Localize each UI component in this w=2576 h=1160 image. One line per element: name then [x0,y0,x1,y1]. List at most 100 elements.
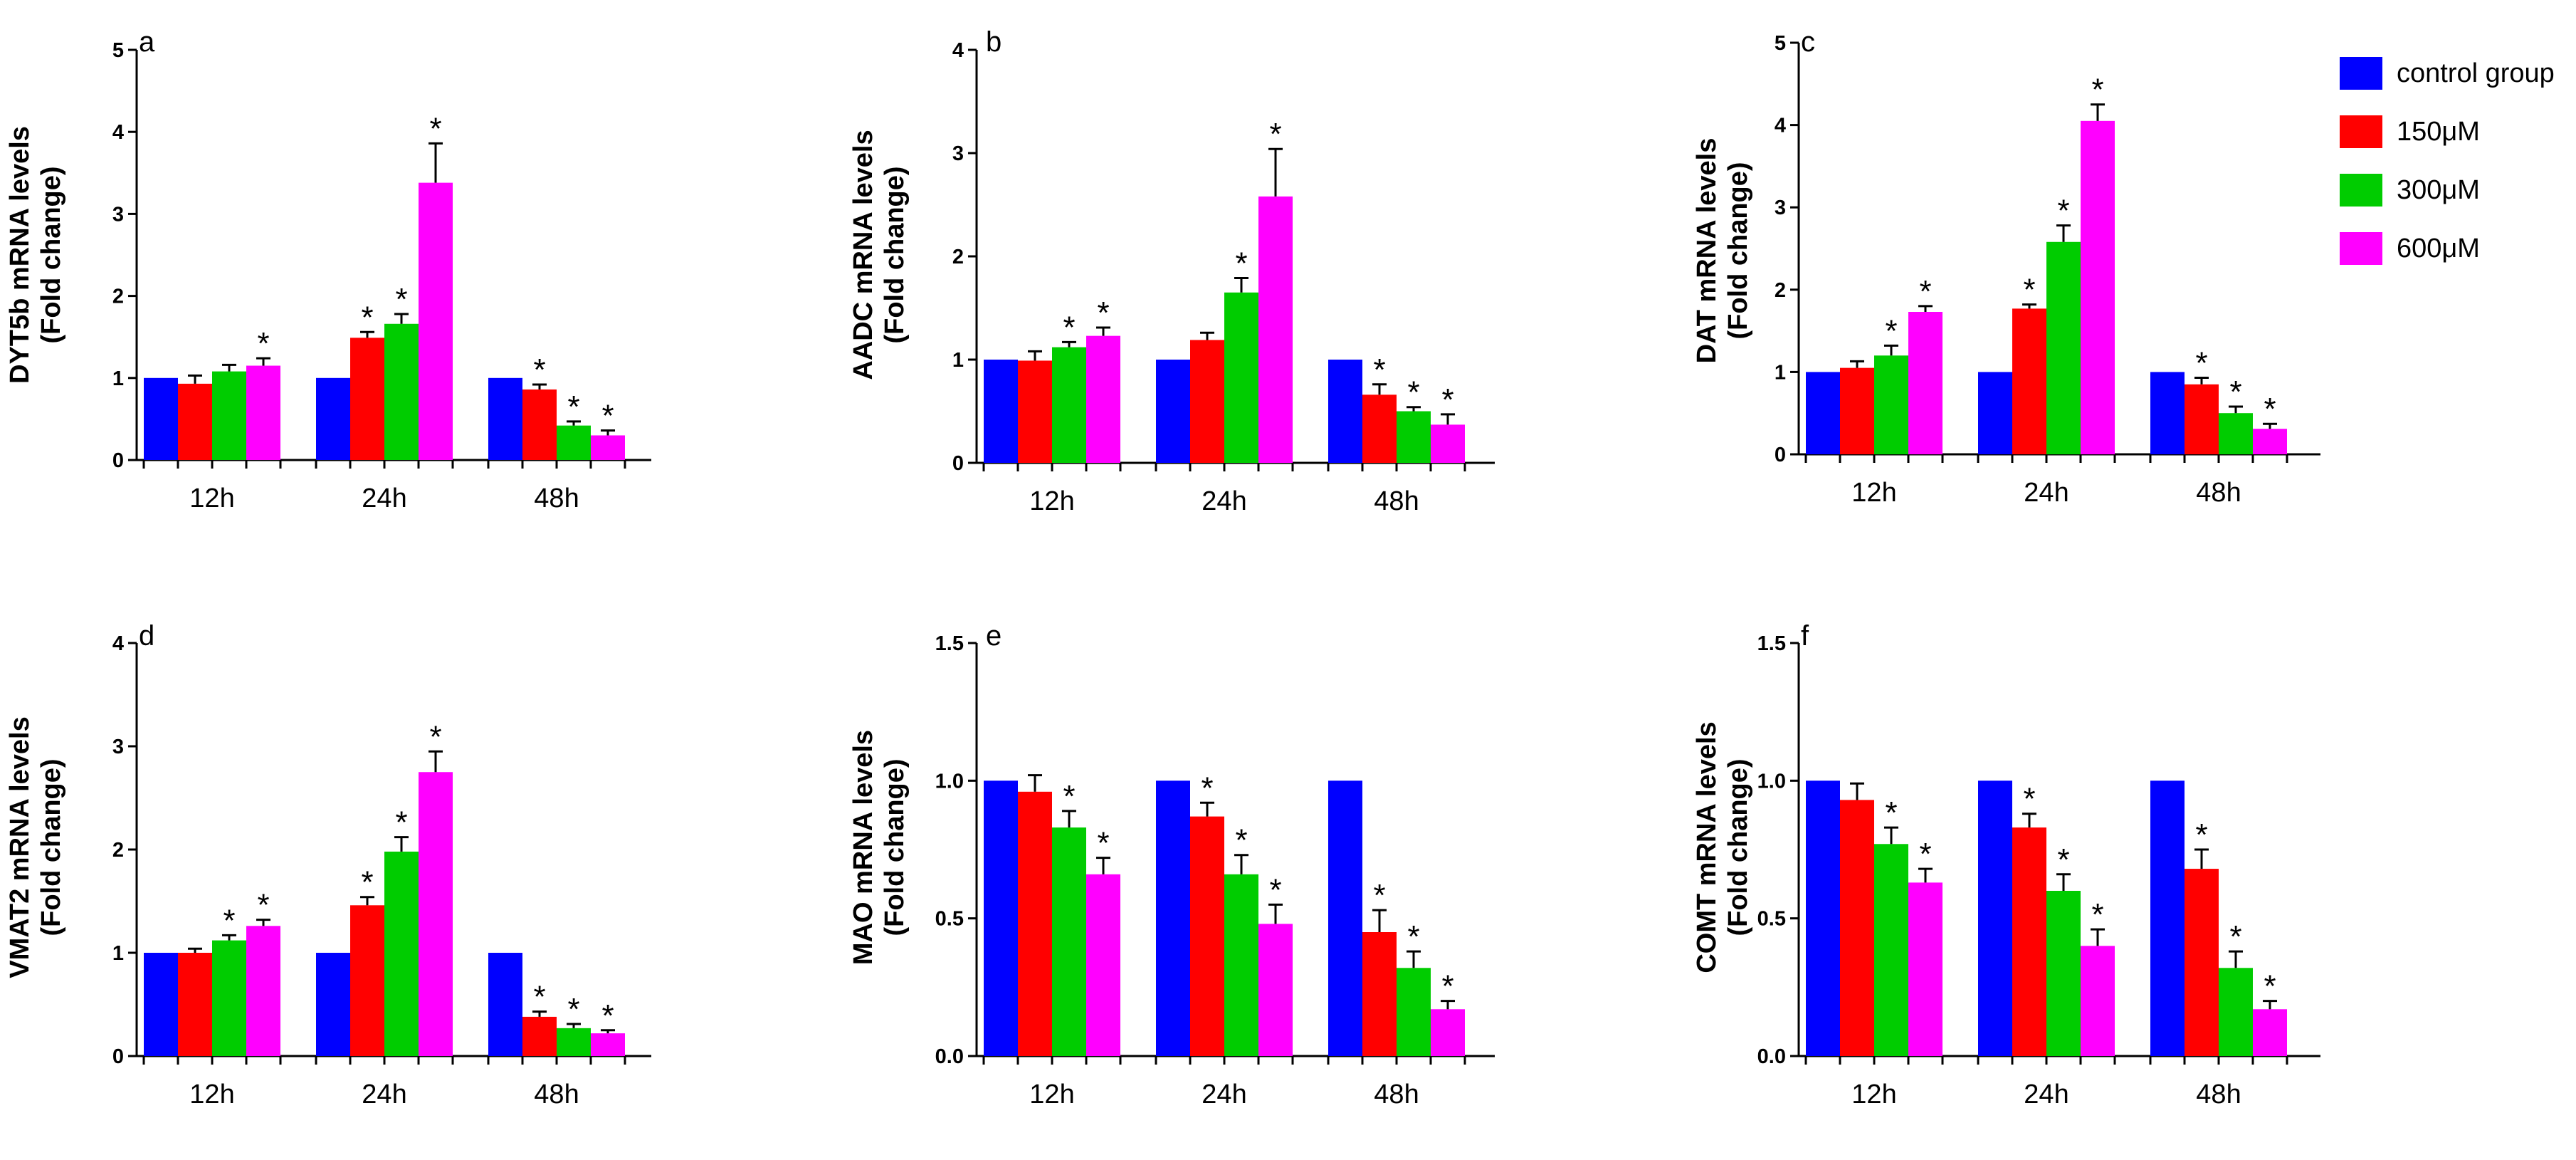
bar-600-m [246,926,280,1056]
bar-150-m [2012,827,2046,1056]
x-category-label: 24h [1202,1080,1246,1109]
y-tick-label: 0 [1775,444,1786,466]
bar-300-m [2046,241,2081,454]
significance-marker: * [2091,897,2103,932]
y-axis-title-line: (Fold change) [880,166,910,343]
bar-600-m [1258,196,1293,463]
bar-300-m [2219,413,2253,454]
x-category-label: 48h [1374,1080,1419,1109]
significance-marker: * [1407,919,1419,954]
x-category-label: 12h [1029,486,1074,516]
significance-marker: * [1885,313,1897,348]
significance-marker: * [429,719,441,754]
bar-control-group [488,377,522,460]
significance-marker: * [2091,73,2103,108]
bar-150-m [522,389,557,460]
x-category-label: 24h [2024,1080,2068,1109]
bar-150-m [1190,340,1224,463]
y-axis-title: DAT mRNA levels(Fold change) [1692,138,1753,364]
panel-label: e [986,620,1002,652]
legend-label: control group [2397,58,2555,88]
x-category-label: 24h [2024,478,2068,508]
significance-marker: * [223,903,235,938]
significance-marker: * [1097,296,1109,330]
y-axis-title-line: COMT mRNA levels [1692,721,1722,973]
significance-marker: * [257,888,269,923]
bar-300-m [1874,355,1908,454]
bar-150-m [350,338,384,460]
y-tick-label: 2 [952,246,964,268]
legend-label: 600μM [2397,234,2480,263]
x-category-label: 12h [1851,478,1896,508]
bar-150-m [350,905,384,1056]
x-category-label: 12h [1851,1080,1896,1109]
x-category-label: 48h [534,484,579,513]
legend: control group 150μM 300μM 600μM [2340,57,2555,265]
significance-marker: * [1407,375,1419,410]
y-tick-label: 3 [1775,197,1786,219]
bar-control-group [984,360,1018,463]
bar-600-m [1908,312,1942,454]
x-category-label: 24h [362,484,406,513]
panel-label: f [1801,620,1809,652]
bar-150-m [2012,308,2046,454]
bar-control-group [1806,780,1840,1056]
bar-150-m [1362,932,1397,1056]
bar-control-group [1156,360,1190,463]
y-tick-label: 4 [112,121,124,144]
bar-control-group [144,953,178,1056]
legend-swatch [2340,174,2382,207]
y-axis-title-line: DAT mRNA levels [1692,138,1722,364]
significance-marker: * [395,282,407,317]
bar-600-m [419,182,453,460]
significance-marker: * [2057,194,2069,229]
significance-marker: * [1373,878,1385,913]
y-tick-label: 0.5 [1757,908,1786,931]
significance-marker: * [2057,842,2069,877]
significance-marker: * [1235,246,1247,281]
y-axis-title: MAO mRNA levels(Fold change) [848,730,910,965]
bar-control-group [1806,372,1840,454]
bar-300-m [1874,844,1908,1056]
bar-600-m [2081,946,2115,1056]
bar-control-group [1328,780,1362,1056]
significance-marker: * [1441,969,1453,1004]
y-tick-label: 1.0 [935,770,964,793]
y-tick-label: 0 [952,452,964,475]
y-axis-title-line: MAO mRNA levels [848,730,878,965]
chart-panel-d: d VMAT2 mRNA levels(Fold change) 0 1 2 3 4 12h 2… [5,620,651,1109]
x-category-label: 24h [362,1080,406,1109]
y-tick-label: 1 [112,367,124,390]
panel-label: b [986,26,1002,58]
legend-swatch [2340,232,2382,265]
significance-marker: * [361,865,373,900]
significance-marker: * [1097,826,1109,861]
y-tick-label: 1.5 [935,632,964,655]
bar-control-group [984,780,1018,1056]
chart-panel-a: a DYT5b mRNA levels(Fold change) 0 1 2 3 4 5 12h… [5,26,651,513]
panel-label: d [139,620,154,652]
significance-marker: * [2264,392,2276,427]
y-axis-title-line: (Fold change) [36,758,66,936]
significance-marker: * [2229,919,2241,954]
y-tick-label: 0 [112,1045,124,1068]
significance-marker: * [1235,823,1247,858]
bar-600-m [2253,429,2287,454]
bar-control-group [1156,780,1190,1056]
y-tick-label: 5 [1775,32,1786,55]
y-axis-title-line: (Fold change) [1723,758,1753,936]
significance-marker: * [1919,274,1931,309]
bar-300-m [212,940,246,1056]
y-tick-label: 2 [1775,279,1786,302]
bar-300-m [2219,968,2253,1056]
y-tick-label: 4 [112,632,124,655]
y-axis-title-line: (Fold change) [1723,162,1753,339]
bar-300-m [1224,292,1258,463]
legend-label: 150μM [2397,117,2480,147]
x-category-label: 12h [189,484,234,513]
y-tick-label: 0.5 [935,908,964,931]
bar-600-m [591,435,625,460]
significance-marker: * [2195,817,2207,852]
significance-marker: * [429,111,441,146]
significance-marker: * [2195,345,2207,380]
